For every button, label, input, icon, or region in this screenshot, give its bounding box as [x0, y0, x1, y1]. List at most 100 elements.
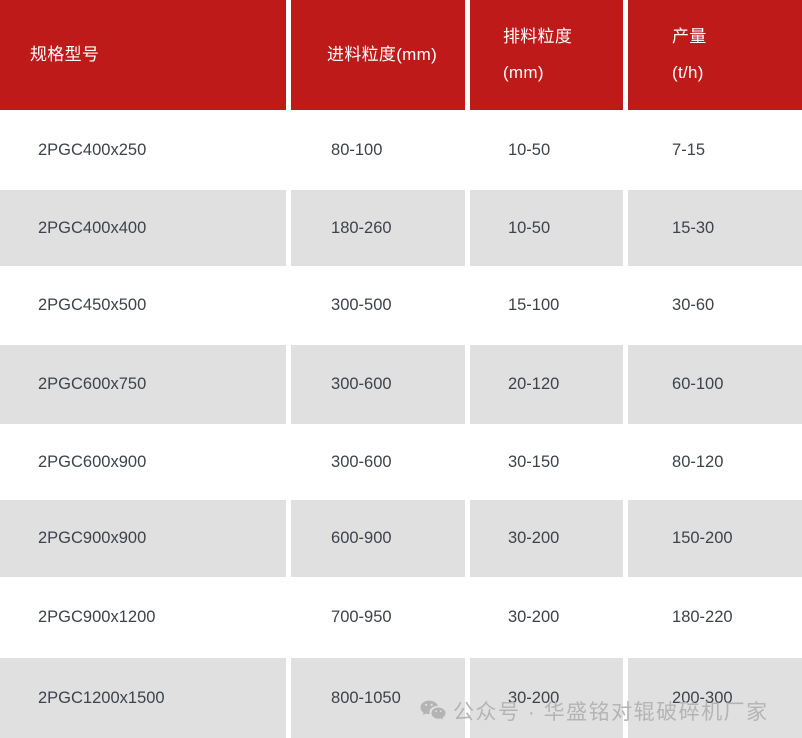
cell-discharge-size: 30-150 — [469, 424, 624, 500]
cell-value-discharge-size: 10-50 — [507, 218, 551, 237]
cell-value-capacity: 180-220 — [672, 608, 733, 626]
column-divider-1 — [286, 658, 292, 738]
column-divider-2 — [464, 266, 470, 345]
column-divider-1 — [286, 0, 292, 110]
cell-value-feed-size: 180-260 — [331, 218, 392, 237]
column-divider-1 — [286, 577, 292, 658]
column-divider-3 — [623, 345, 629, 424]
table-row: 2PGC900x900 600-900 30-200 150-200 — [0, 500, 802, 577]
cell-capacity: 60-100 — [628, 345, 802, 424]
cell-value-feed-size: 300-600 — [331, 375, 392, 393]
cell-discharge-size: 20-120 — [469, 345, 624, 424]
cell-capacity: 7-15 — [628, 110, 802, 190]
cell-feed-size: 80-100 — [291, 110, 465, 190]
table-header-row: 规格型号 进料粒度(mm) 排料粒度 (mm) 产量 (t/h) — [0, 0, 802, 110]
column-divider-2 — [464, 110, 470, 190]
cell-value-discharge-size: 20-120 — [507, 375, 560, 393]
cell-capacity: 15-30 — [628, 190, 802, 266]
cell-value-feed-size: 800-1050 — [331, 688, 401, 707]
column-divider-1 — [286, 345, 292, 424]
column-divider-2 — [464, 424, 470, 500]
cell-model: 2PGC900x1200 — [0, 577, 287, 658]
column-divider-2 — [464, 0, 470, 110]
cell-value-model: 2PGC400x400 — [38, 218, 147, 237]
cell-model: 2PGC400x250 — [0, 110, 287, 190]
cell-discharge-size: 30-200 — [469, 658, 624, 738]
column-divider-2 — [464, 345, 470, 424]
column-divider-3 — [623, 266, 629, 345]
header-cell-feed-size: 进料粒度(mm) — [291, 0, 465, 110]
cell-feed-size: 600-900 — [291, 500, 465, 577]
column-divider-3 — [623, 500, 629, 577]
cell-value-model: 2PGC400x250 — [38, 140, 147, 159]
cell-value-capacity: 30-60 — [672, 296, 715, 314]
cell-capacity: 200-300 — [628, 658, 802, 738]
cell-discharge-size: 10-50 — [469, 190, 624, 266]
cell-model: 2PGC900x900 — [0, 500, 287, 577]
column-divider-2 — [464, 190, 470, 266]
column-divider-2 — [464, 658, 470, 738]
cell-value-feed-size: 300-600 — [331, 452, 392, 471]
column-divider-1 — [286, 424, 292, 500]
cell-feed-size: 300-600 — [291, 424, 465, 500]
column-divider-1 — [286, 500, 292, 577]
cell-value-capacity: 150-200 — [672, 529, 733, 547]
header-label-feed-size-line1: 进料粒度(mm) — [327, 45, 438, 64]
column-divider-3 — [623, 110, 629, 190]
table-row: 2PGC600x750 300-600 20-120 60-100 — [0, 345, 802, 424]
cell-value-capacity: 15-30 — [672, 218, 715, 237]
table-row: 2PGC1200x1500 800-1050 30-200 200-300 — [0, 658, 802, 738]
column-divider-3 — [623, 577, 629, 658]
cell-capacity: 180-220 — [628, 577, 802, 658]
cell-discharge-size: 30-200 — [469, 500, 624, 577]
cell-value-discharge-size: 30-200 — [507, 688, 560, 707]
header-label-model-line1: 规格型号 — [30, 45, 100, 64]
cell-value-model: 2PGC1200x1500 — [38, 688, 165, 707]
cell-value-discharge-size: 30-200 — [507, 529, 560, 547]
cell-feed-size: 180-260 — [291, 190, 465, 266]
cell-capacity: 150-200 — [628, 500, 802, 577]
table-row: 2PGC400x250 80-100 10-50 7-15 — [0, 110, 802, 190]
table-row: 2PGC600x900 300-600 30-150 80-120 — [0, 424, 802, 500]
cell-value-feed-size: 600-900 — [331, 529, 392, 547]
cell-value-capacity: 7-15 — [672, 140, 706, 159]
table-row: 2PGC400x400 180-260 10-50 15-30 — [0, 190, 802, 266]
cell-discharge-size: 10-50 — [469, 110, 624, 190]
header-cell-model: 规格型号 — [0, 0, 287, 110]
cell-value-model: 2PGC450x500 — [38, 296, 147, 314]
cell-value-feed-size: 300-500 — [331, 296, 392, 314]
header-label-discharge-size-line1: 排料粒度 — [502, 27, 573, 46]
cell-feed-size: 800-1050 — [291, 658, 465, 738]
column-divider-1 — [286, 266, 292, 345]
header-cell-discharge-size: 排料粒度 (mm) — [469, 0, 623, 110]
cell-feed-size: 300-500 — [291, 266, 465, 345]
cell-value-discharge-size: 10-50 — [507, 140, 551, 159]
cell-model: 2PGC600x750 — [0, 345, 287, 424]
cell-feed-size: 700-950 — [291, 577, 465, 658]
column-divider-3 — [623, 424, 629, 500]
column-divider-1 — [286, 190, 292, 266]
cell-value-discharge-size: 15-100 — [507, 296, 560, 314]
cell-capacity: 30-60 — [628, 266, 802, 345]
cell-value-feed-size: 80-100 — [331, 140, 383, 159]
header-cell-capacity: 产量 (t/h) — [628, 0, 802, 110]
cell-value-model: 2PGC900x1200 — [38, 608, 156, 626]
column-divider-3 — [623, 0, 628, 110]
cell-value-discharge-size: 30-200 — [507, 608, 560, 626]
cell-model: 2PGC450x500 — [0, 266, 287, 345]
cell-value-model: 2PGC900x900 — [38, 529, 147, 547]
header-label-capacity-line1: 产量 — [672, 27, 707, 46]
column-divider-3 — [623, 190, 629, 266]
cell-value-capacity: 80-120 — [672, 452, 724, 471]
column-divider-1 — [286, 110, 292, 190]
table-row: 2PGC450x500 300-500 15-100 30-60 — [0, 266, 802, 345]
header-label-discharge-size-line2: (mm) — [502, 63, 544, 82]
column-divider-3 — [623, 658, 629, 738]
cell-discharge-size: 30-200 — [469, 577, 624, 658]
column-divider-2 — [464, 500, 470, 577]
cell-value-discharge-size: 30-150 — [507, 452, 560, 471]
cell-model: 2PGC600x900 — [0, 424, 287, 500]
cell-model: 2PGC400x400 — [0, 190, 287, 266]
cell-value-model: 2PGC600x750 — [38, 375, 147, 393]
